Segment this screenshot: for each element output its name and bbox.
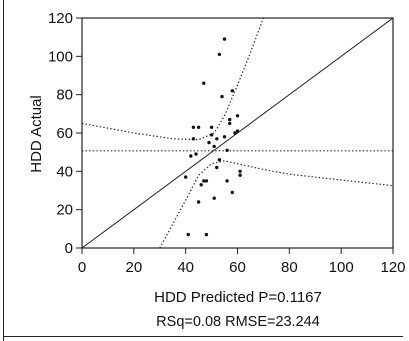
x-tick-label: 80 bbox=[281, 259, 298, 276]
data-point bbox=[186, 232, 190, 237]
fit-statistics: RSq=0.08 RMSE=23.244 bbox=[156, 314, 320, 330]
x-tick-label: 120 bbox=[380, 259, 405, 276]
data-point bbox=[217, 158, 222, 162]
y-tick-label: 80 bbox=[56, 87, 73, 104]
y-tick-label: 0 bbox=[65, 240, 73, 257]
data-point bbox=[238, 169, 242, 173]
data-point bbox=[225, 179, 229, 183]
y-tick-label: 20 bbox=[56, 202, 73, 219]
data-point bbox=[215, 137, 219, 141]
data-point bbox=[230, 190, 234, 195]
data-point bbox=[235, 129, 240, 133]
y-tick-label: 40 bbox=[56, 163, 73, 180]
data-point bbox=[204, 232, 209, 237]
data-point bbox=[191, 137, 196, 141]
x-tick-label: 20 bbox=[125, 259, 142, 276]
data-point bbox=[191, 125, 196, 129]
data-point bbox=[209, 133, 214, 137]
data-point bbox=[222, 135, 227, 139]
x-tick-label: 60 bbox=[229, 259, 246, 276]
data-point bbox=[222, 37, 227, 41]
data-point bbox=[204, 179, 209, 183]
data-point bbox=[212, 196, 216, 200]
y-axis-title: HDD Actual bbox=[28, 95, 45, 173]
data-point bbox=[215, 165, 219, 170]
data-point bbox=[220, 94, 224, 99]
data-point bbox=[209, 125, 214, 129]
frame-left-edge bbox=[3, 0, 4, 341]
y-tick-label: 120 bbox=[48, 10, 73, 27]
lower-confidence-curve bbox=[159, 160, 393, 248]
data-point bbox=[225, 148, 229, 152]
data-point bbox=[199, 183, 203, 187]
data-point bbox=[235, 114, 240, 118]
fit-line bbox=[82, 18, 393, 248]
data-point bbox=[207, 140, 211, 145]
data-point bbox=[194, 152, 198, 156]
data-point bbox=[217, 52, 222, 57]
x-axis-title: HDD Predicted P=0.1167 bbox=[154, 289, 322, 306]
upper-confidence-curve bbox=[82, 18, 264, 141]
data-point bbox=[202, 179, 206, 183]
x-tick-label: 100 bbox=[329, 259, 354, 276]
data-point bbox=[184, 175, 188, 179]
data-point bbox=[189, 154, 193, 158]
data-point bbox=[230, 89, 234, 93]
data-point bbox=[202, 81, 206, 85]
y-tick-label: 60 bbox=[56, 125, 73, 142]
x-tick-label: 0 bbox=[78, 259, 86, 276]
data-point bbox=[212, 144, 216, 149]
data-point bbox=[196, 200, 201, 204]
x-tick-label: 40 bbox=[177, 259, 194, 276]
y-tick-label: 100 bbox=[48, 48, 73, 65]
frame-bottom-edge bbox=[3, 336, 403, 337]
data-point bbox=[228, 117, 232, 122]
data-point bbox=[196, 125, 201, 129]
data-point bbox=[233, 131, 237, 135]
data-point bbox=[228, 121, 232, 126]
data-point bbox=[238, 173, 242, 177]
